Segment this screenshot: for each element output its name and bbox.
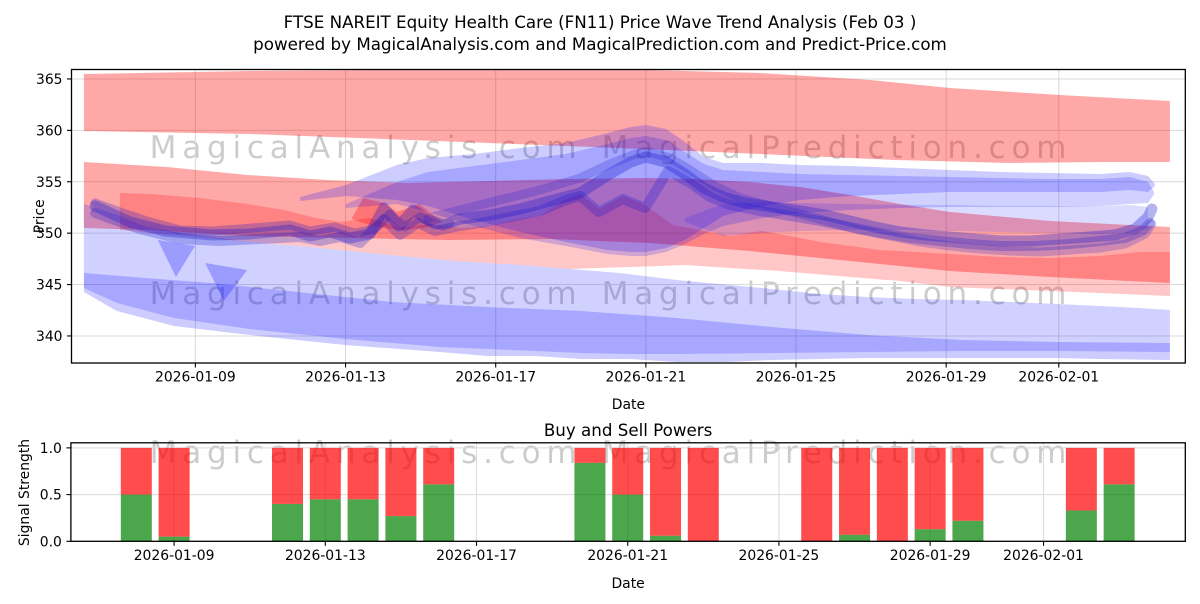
x-tick-label: 2026-01-17 [436,548,517,564]
sell-bar [309,447,341,500]
sell-bar [839,447,871,535]
buy-bar [158,536,190,542]
figure-title-line2: powered by MagicalAnalysis.com and Magic… [253,34,947,54]
lower-blue-band [83,273,1170,362]
price-wave-1 [89,151,1158,247]
mid-red-band [83,162,1170,283]
sell-bar [272,447,304,504]
buy-bar [1065,510,1097,542]
ridge-blue-band-outer [684,202,1149,236]
y-tick-label: 0.0 [40,534,62,550]
buy-bar [309,499,341,542]
x-tick-label: 2026-02-01 [1003,548,1084,564]
bottom-xlabel: Date [611,576,644,592]
y-tick-label: 340 [36,329,63,345]
price-wave-2 [90,166,1155,251]
watermark-text: MagicalPrediction.com [602,276,1073,312]
sell-bar [687,447,719,542]
sell-bar [914,447,946,530]
price-wave-3 [423,147,1157,257]
upper-red-band [83,69,1170,163]
sell-bar [423,447,455,485]
x-tick-label: 2026-01-25 [756,370,837,386]
x-tick-label: 2026-01-17 [455,370,536,386]
y-tick-label: 1.0 [40,441,62,457]
buy-bar [914,529,946,542]
y-tick-label: 360 [36,123,63,139]
sell-bar [876,447,908,542]
x-tick-label: 2026-01-25 [739,548,820,564]
figure-title-line1: FTSE NAREIT Equity Health Care (FN11) Pr… [284,12,917,32]
sell-bar [385,447,417,517]
sell-bar [347,447,379,500]
signal-bars [120,447,1135,542]
buy-bar [839,534,871,542]
ridge-blue-band-inner [345,136,1155,256]
top-ylabel: Price [32,199,48,233]
y-tick-label: 355 [36,175,63,191]
buy-bar [385,516,417,542]
sell-bar [801,447,833,542]
watermark-text: MagicalAnalysis.com [150,276,583,312]
red-bump-patch [351,198,442,230]
y-tick-label: 345 [36,278,63,294]
buy-bar [612,494,644,542]
lower-red-band [119,193,1170,296]
buy-bar [272,503,304,542]
bottom-ylabel: Signal Strength [17,439,33,546]
buy-bar [952,520,984,542]
top-ticks: 2026-01-09 2026-01-13 2026-01-17 2026-01-21… [36,72,1099,386]
top-axes-frame [70,68,1186,364]
y-tick-label: 350 [36,226,63,242]
ridge-blue-band [300,125,1155,252]
x-tick-label: 2026-02-01 [1018,370,1099,386]
top-gridlines [71,69,1186,363]
x-tick-label: 2026-01-13 [285,548,366,564]
blue-wedge-2 [205,263,248,301]
price-wave-4 [90,198,455,238]
x-tick-label: 2026-01-09 [134,548,215,564]
buy-bar [650,535,682,542]
y-tick-label: 0.5 [40,488,62,504]
sell-bar [158,447,190,537]
sell-bar [952,447,984,521]
y-tick-label: 365 [36,72,63,88]
watermark-text: MagicalAnalysis.com [150,130,583,166]
x-tick-label: 2026-01-09 [155,370,236,386]
buy-bar [120,494,152,542]
bottom-title: Buy and Sell Powers [544,420,713,440]
sell-bar [612,447,644,495]
sell-bar [120,447,152,495]
sell-bar [1065,447,1097,511]
buy-sell-chart: 2026-01-09 2026-01-13 2026-01-17 2026-01-21… [17,420,1186,592]
bottom-ticks: 2026-01-09 2026-01-13 2026-01-17 2026-01-21… [40,441,1084,564]
buy-bar [347,499,379,542]
sell-bar [574,447,606,463]
x-tick-label: 2026-01-29 [906,370,987,386]
x-tick-label: 2026-01-21 [605,370,686,386]
buy-bar [574,462,606,542]
buy-bar [1103,484,1135,542]
sell-bar [650,447,682,536]
mid-blue-band [83,204,1170,354]
x-tick-label: 2026-01-13 [305,370,386,386]
x-tick-label: 2026-01-21 [587,548,668,564]
x-tick-label: 2026-01-29 [890,548,971,564]
blue-wedge-1 [157,240,195,277]
buy-bar [423,484,455,542]
price-wave-chart: 2026-01-09 2026-01-13 2026-01-17 2026-01-21… [32,68,1186,413]
wave-bands [83,69,1170,362]
sell-bar [1103,447,1135,485]
watermark-text: MagicalPrediction.com [602,130,1073,166]
top-xlabel: Date [612,397,645,413]
